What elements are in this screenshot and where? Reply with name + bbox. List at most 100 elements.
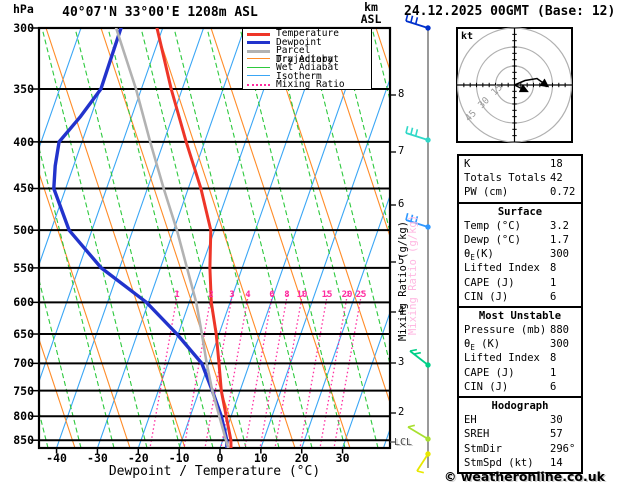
table-row-label: Pressure (mb) bbox=[464, 324, 547, 337]
wind-barb-stem bbox=[416, 453, 429, 472]
wind-barb-tick bbox=[409, 348, 418, 352]
station-title: 40°07'N 33°00'E 1208m ASL bbox=[62, 5, 258, 20]
parcel-trajectory-curve bbox=[114, 28, 230, 448]
temperature-tick-label: -10 bbox=[168, 451, 190, 465]
legend-row: Mixing Ratio bbox=[243, 79, 371, 91]
legend-label: Parcel Trajectory bbox=[276, 45, 334, 66]
table-row: Dewp (°C) 1.7 bbox=[459, 233, 581, 247]
isotherm-line bbox=[301, 194, 390, 448]
legend-label: Temperature bbox=[276, 28, 339, 39]
isotherm-line bbox=[56, 28, 205, 448]
temperature-tick-label: 20 bbox=[294, 451, 309, 465]
wet-adiabat-line bbox=[41, 28, 148, 448]
wet-adiabat-line bbox=[173, 28, 280, 448]
legend-label: Mixing Ratio bbox=[276, 79, 345, 91]
legend-row: Temperature bbox=[243, 29, 371, 38]
wind-barb bbox=[405, 14, 431, 31]
isotherm-line bbox=[342, 310, 390, 448]
pressure-tick-label: 850 bbox=[13, 433, 34, 448]
wind-barb-tick bbox=[407, 424, 415, 428]
table-row-label: Lifted Index bbox=[464, 262, 540, 275]
table-row: CIN (J) 6 bbox=[459, 380, 581, 394]
pressure-tick-label: 700 bbox=[13, 356, 34, 371]
table-row-value: 6 bbox=[550, 290, 557, 303]
wet-adiabat-line bbox=[305, 28, 390, 367]
table-row: PW (cm) 0.72 bbox=[459, 185, 581, 199]
altitude-axis-unit: km ASL bbox=[352, 1, 390, 25]
km-tick-label: 2 bbox=[398, 406, 405, 418]
dry-adiabat-line bbox=[45, 28, 186, 448]
mixing-ratio-value-label: 3 bbox=[229, 290, 235, 300]
hodograph-unit-label: kt bbox=[461, 31, 474, 42]
table-row: SREH 57 bbox=[459, 427, 581, 441]
table-row: CAPE (J) 1 bbox=[459, 366, 581, 380]
dry-adiabat-line bbox=[210, 28, 351, 448]
hodograph-storm-motion-vector bbox=[514, 84, 529, 93]
wet-adiabat-line bbox=[338, 28, 390, 235]
pressure-tick-label: 350 bbox=[13, 82, 34, 96]
wind-barb-tick bbox=[416, 470, 424, 474]
wind-barb-tick bbox=[405, 14, 409, 22]
wind-barb-stem bbox=[405, 219, 429, 228]
dry-adiabat-line bbox=[155, 28, 296, 448]
table-row-value: 18 bbox=[550, 158, 563, 170]
temperature-tick-label: -20 bbox=[127, 451, 149, 465]
table-row-label: K bbox=[464, 158, 471, 170]
wind-barb bbox=[416, 451, 431, 474]
table-row-value: 6 bbox=[550, 380, 557, 393]
table-section: Most Unstable Pressure (mb) 880 θE (K) 300 Li… bbox=[459, 305, 581, 396]
temperature-curve bbox=[155, 28, 233, 448]
km-unit: km bbox=[364, 0, 378, 14]
legend-row: Isotherm bbox=[243, 70, 371, 82]
wind-barb bbox=[409, 348, 431, 368]
wet-adiabat-line bbox=[74, 28, 181, 448]
table-row-value: 14 bbox=[550, 456, 563, 469]
legend-temperature-swatch bbox=[247, 32, 270, 36]
mixing-ratio-value-label: 15 bbox=[321, 290, 333, 300]
dry-adiabat-line bbox=[320, 28, 390, 239]
legend-mixing-ratio-swatch bbox=[247, 83, 270, 86]
run-date: 24.12.2025 00GMT (Base: 12) bbox=[404, 4, 616, 19]
wind-barb bbox=[405, 126, 431, 143]
legend-dewpoint-swatch bbox=[247, 41, 270, 45]
pressure-unit-label: hPa bbox=[13, 2, 34, 16]
legend-wet-adiabat-swatch bbox=[247, 66, 270, 68]
pressure-tick-label: 600 bbox=[13, 295, 34, 310]
km-tick-label: 8 bbox=[398, 88, 405, 100]
km-tick-label: 7 bbox=[398, 145, 405, 157]
legend-label: Dry Adiabat bbox=[276, 53, 339, 65]
dry-adiabat-line bbox=[265, 28, 390, 405]
table-row-value: 57 bbox=[550, 428, 563, 441]
mixing-ratio-value-label: 1 bbox=[174, 290, 180, 300]
pressure-tick-label: 650 bbox=[13, 327, 34, 342]
table-row: EH 30 bbox=[459, 413, 581, 427]
wind-barb-tick bbox=[414, 216, 419, 224]
temperature-tick-label: 30 bbox=[335, 451, 350, 465]
table-row-value: 3.2 bbox=[550, 219, 569, 232]
mixing-ratio-value-label: 8 bbox=[284, 290, 290, 300]
table-row-value: 42 bbox=[550, 172, 563, 185]
table-row-value: 0.72 bbox=[550, 186, 576, 199]
wind-barb-stem bbox=[409, 350, 429, 366]
isotherm-line bbox=[39, 28, 82, 150]
dry-adiabat-line bbox=[39, 171, 131, 448]
km-tick-label: 4 bbox=[398, 305, 405, 317]
temperature-tick-label: -30 bbox=[87, 451, 108, 465]
legend-row: Wet Adiabat bbox=[243, 63, 371, 73]
wind-barb-tick bbox=[410, 15, 414, 23]
legend-label: Isotherm bbox=[276, 70, 322, 82]
table-row-label: StmSpd (kt) bbox=[464, 456, 534, 469]
table-row: Temp (°C) 3.2 bbox=[459, 219, 581, 233]
table-row: Lifted Index 8 bbox=[459, 351, 581, 365]
pressure-tick-label: 750 bbox=[13, 383, 34, 398]
lcl-marker-label: LCL bbox=[394, 437, 413, 448]
table-row-label: CIN (J) bbox=[464, 380, 509, 393]
table-section: Hodograph EH 30 SREH 57 StmDir 296° StmSpd (kt)… bbox=[459, 396, 581, 472]
wet-adiabat-line bbox=[140, 28, 247, 448]
table-row: Lifted Index 8 bbox=[459, 261, 581, 275]
table-row-label: SREH bbox=[464, 428, 490, 441]
legend-row: Parcel Trajectory bbox=[243, 46, 371, 65]
wet-adiabat-line bbox=[107, 28, 214, 448]
